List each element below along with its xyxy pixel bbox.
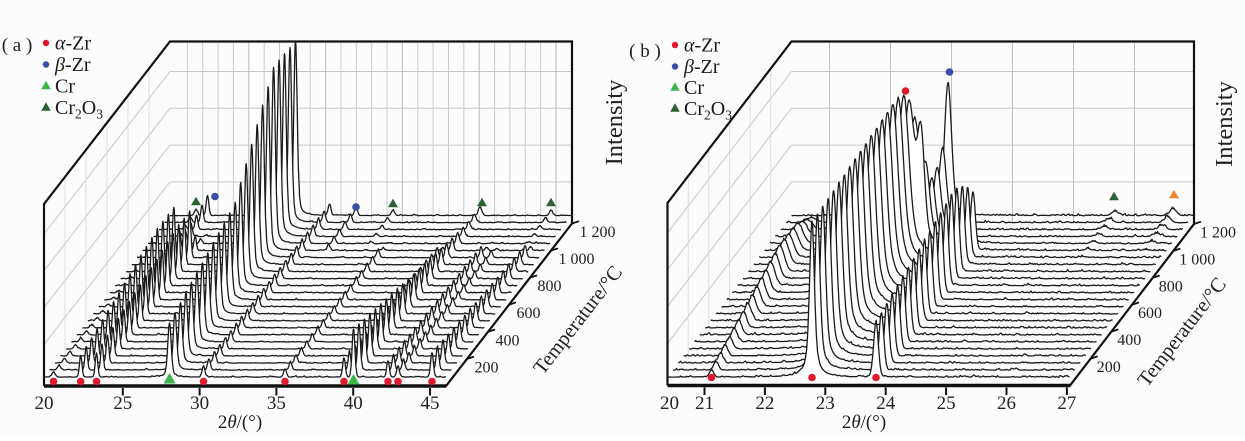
svg-text:2θ/(°): 2θ/(°) bbox=[218, 412, 262, 433]
svg-text:1 200: 1 200 bbox=[1200, 225, 1236, 242]
svg-text:Intensity: Intensity bbox=[601, 79, 628, 165]
svg-text:23: 23 bbox=[816, 393, 835, 414]
svg-text:2θ/(°): 2θ/(°) bbox=[842, 412, 886, 433]
svg-text:25: 25 bbox=[113, 393, 132, 414]
svg-text:200: 200 bbox=[1097, 359, 1121, 376]
svg-text:20: 20 bbox=[35, 393, 54, 414]
svg-text:600: 600 bbox=[517, 305, 541, 322]
svg-text:21: 21 bbox=[695, 393, 714, 414]
svg-text:( b ): ( b ) bbox=[629, 41, 661, 62]
svg-text:200: 200 bbox=[475, 359, 499, 376]
svg-text:α-Zr: α-Zr bbox=[684, 35, 720, 57]
svg-text:24: 24 bbox=[876, 393, 896, 414]
svg-text:Cr2O3: Cr2O3 bbox=[55, 97, 103, 122]
svg-text:400: 400 bbox=[496, 332, 520, 349]
svg-text:1 000: 1 000 bbox=[1179, 251, 1215, 268]
svg-text:( a ): ( a ) bbox=[2, 35, 33, 56]
svg-text:22: 22 bbox=[755, 393, 774, 414]
svg-text:α-Zr: α-Zr bbox=[55, 33, 91, 55]
svg-text:Intensity: Intensity bbox=[1211, 80, 1238, 166]
svg-text:β-Zr: β-Zr bbox=[54, 54, 91, 76]
svg-text:25: 25 bbox=[937, 393, 956, 414]
svg-text:800: 800 bbox=[1159, 278, 1183, 295]
svg-text:800: 800 bbox=[538, 278, 562, 295]
svg-text:35: 35 bbox=[267, 393, 286, 414]
svg-text:β-Zr: β-Zr bbox=[683, 56, 720, 78]
svg-text:1 200: 1 200 bbox=[580, 224, 616, 241]
svg-text:Cr: Cr bbox=[55, 76, 75, 98]
svg-text:30: 30 bbox=[190, 393, 209, 414]
svg-text:40: 40 bbox=[344, 393, 363, 414]
svg-text:20: 20 bbox=[660, 393, 679, 414]
svg-text:Cr: Cr bbox=[684, 77, 704, 99]
svg-text:45: 45 bbox=[421, 393, 440, 414]
svg-text:600: 600 bbox=[1138, 305, 1162, 322]
svg-text:26: 26 bbox=[997, 393, 1016, 414]
svg-text:400: 400 bbox=[1117, 332, 1141, 349]
svg-text:1 000: 1 000 bbox=[559, 251, 595, 268]
svg-text:27: 27 bbox=[1057, 393, 1076, 414]
